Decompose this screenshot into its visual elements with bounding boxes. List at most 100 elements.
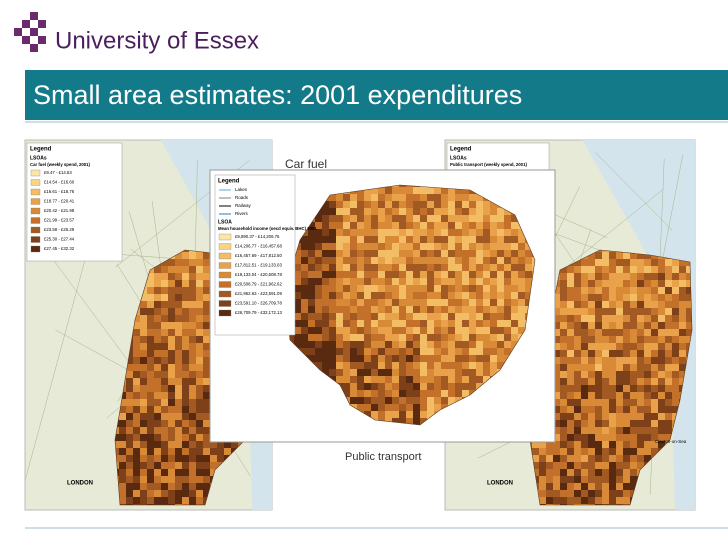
area-cell — [651, 427, 659, 435]
area-cell — [448, 278, 456, 286]
area-cell — [203, 434, 211, 442]
area-cell — [399, 278, 407, 286]
area-cell — [364, 278, 372, 286]
area-cell — [609, 476, 617, 484]
area-cell — [476, 264, 484, 272]
area-cell — [308, 334, 316, 342]
area-cell — [609, 294, 617, 302]
area-cell — [441, 348, 449, 356]
area-cell — [441, 243, 449, 251]
area-cell — [483, 362, 491, 370]
area-cell — [420, 299, 428, 307]
area-cell — [469, 383, 477, 391]
area-cell — [413, 243, 421, 251]
area-cell — [399, 292, 407, 300]
area-cell — [126, 427, 134, 435]
area-cell — [672, 406, 680, 414]
area-cell — [119, 434, 127, 442]
area-cell — [196, 406, 204, 414]
area-cell — [630, 252, 638, 260]
area-cell — [189, 259, 197, 267]
area-cell — [553, 350, 561, 358]
area-cell — [427, 313, 435, 321]
area-cell — [126, 462, 134, 470]
area-cell — [406, 404, 414, 412]
area-cell — [161, 413, 169, 421]
area-cell — [553, 497, 561, 505]
area-cell — [651, 434, 659, 442]
area-cell — [413, 285, 421, 293]
area-cell — [462, 250, 470, 258]
area-cell — [616, 343, 624, 351]
area-cell — [182, 350, 190, 358]
area-cell — [371, 201, 379, 209]
area-cell — [427, 341, 435, 349]
area-cell — [336, 320, 344, 328]
area-cell — [329, 278, 337, 286]
area-cell — [140, 357, 148, 365]
area-cell — [644, 399, 652, 407]
area-cell — [469, 334, 477, 342]
area-cell — [560, 476, 568, 484]
area-cell — [168, 343, 176, 351]
area-cell — [469, 292, 477, 300]
area-cell — [329, 201, 337, 209]
area-cell — [518, 271, 526, 279]
area-cell — [182, 250, 190, 253]
area-cell — [133, 490, 141, 498]
area-cell — [476, 313, 484, 321]
area-cell — [581, 273, 589, 281]
area-cell — [182, 322, 190, 330]
area-cell — [406, 362, 414, 370]
area-cell — [602, 378, 610, 386]
area-cell — [413, 194, 421, 202]
area-cell — [392, 418, 400, 425]
area-cell — [126, 483, 134, 491]
area-cell — [448, 376, 456, 384]
area-cell — [630, 280, 638, 288]
area-cell — [350, 222, 358, 230]
area-cell — [574, 350, 582, 358]
area-cell — [119, 448, 127, 456]
area-cell — [560, 301, 568, 309]
area-cell — [574, 427, 582, 435]
area-cell — [609, 490, 617, 498]
area-cell — [420, 271, 428, 279]
area-cell — [497, 264, 505, 272]
area-cell — [350, 292, 358, 300]
area-cell — [658, 406, 666, 414]
area-cell — [497, 243, 505, 251]
area-cell — [553, 448, 561, 456]
area-cell — [168, 483, 176, 491]
area-cell — [483, 257, 491, 265]
area-cell — [658, 294, 666, 302]
area-cell — [455, 306, 463, 314]
area-cell — [392, 201, 400, 209]
area-cell — [371, 320, 379, 328]
area-cell — [595, 294, 603, 302]
area-cell — [497, 355, 505, 363]
area-cell — [553, 364, 561, 372]
area-cell — [392, 355, 400, 363]
area-cell — [588, 252, 596, 260]
area-cell — [483, 355, 491, 363]
area-cell — [371, 383, 379, 391]
area-cell — [427, 229, 435, 237]
area-cell — [350, 194, 358, 202]
area-cell — [133, 448, 141, 456]
area-cell — [616, 259, 624, 267]
area-cell — [336, 376, 344, 384]
area-cell — [462, 390, 470, 398]
area-cell — [602, 266, 610, 274]
area-cell — [231, 441, 239, 449]
area-cell — [392, 243, 400, 251]
area-cell — [126, 434, 134, 442]
area-cell — [469, 348, 477, 356]
area-cell — [329, 362, 337, 370]
area-cell — [434, 404, 442, 412]
area-cell — [623, 378, 631, 386]
area-cell — [364, 411, 372, 419]
area-cell — [609, 273, 617, 281]
area-cell — [637, 343, 645, 351]
area-cell — [553, 308, 561, 316]
